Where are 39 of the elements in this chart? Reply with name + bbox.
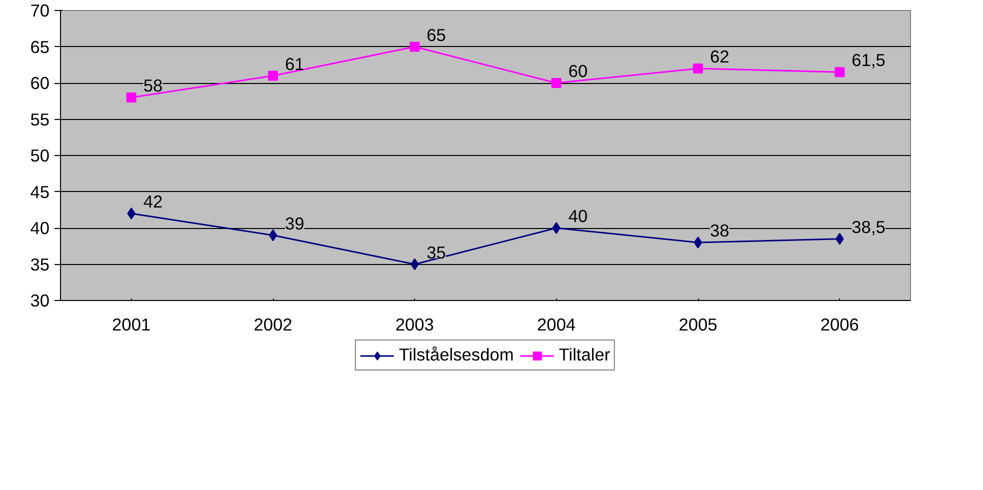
data-label: 62 — [710, 46, 730, 66]
y-tick-label: 70 — [30, 0, 50, 20]
point — [127, 208, 136, 220]
data-label: 40 — [568, 206, 588, 226]
y-tick-label: 65 — [30, 36, 50, 57]
x-tick-label: 2001 — [112, 314, 151, 334]
point — [268, 70, 278, 81]
legend-label: Tilståelsesdom — [398, 344, 514, 366]
data-label: 61,5 — [852, 50, 886, 70]
legend-label: Tiltaler — [558, 344, 610, 366]
point — [694, 236, 702, 248]
x-tick-label: 2006 — [820, 314, 859, 334]
point — [410, 42, 420, 52]
data-label: 35 — [426, 242, 446, 262]
x-tick-label: 2002 — [254, 314, 292, 334]
y-tick-label: 30 — [30, 290, 50, 310]
y-tick-label: 40 — [30, 218, 50, 238]
data-label: 39 — [285, 213, 304, 234]
y-tick-label: 35 — [30, 254, 50, 274]
x-tick-label: 2004 — [537, 314, 576, 334]
data-label: 42 — [143, 192, 163, 212]
point — [551, 78, 562, 88]
point — [552, 222, 560, 234]
data-label: 58 — [143, 76, 163, 96]
y-tick-label: 55 — [30, 109, 50, 130]
data-label: 65 — [426, 24, 446, 45]
y-tick-label: 45 — [30, 182, 50, 202]
data-label: 61 — [285, 54, 304, 74]
point — [693, 64, 703, 74]
y-tick-label: 60 — [30, 73, 50, 93]
data-label: 38,5 — [852, 216, 886, 237]
data-label: 60 — [568, 61, 588, 81]
x-tick-label: 2003 — [395, 314, 434, 334]
x-tick-label: 2005 — [678, 314, 718, 334]
point — [834, 67, 845, 78]
point — [268, 229, 278, 242]
data-label: 38 — [710, 220, 730, 240]
y-tick-label: 50 — [30, 146, 50, 166]
point — [126, 92, 136, 102]
